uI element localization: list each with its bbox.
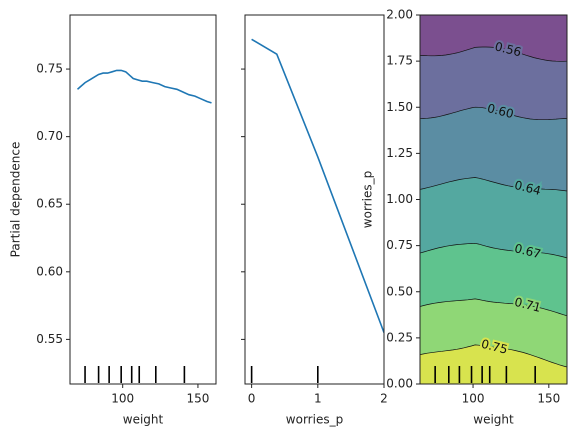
weight-pd-axes-frame xyxy=(70,15,216,384)
worries-pd-x-axis-label: worries_p xyxy=(286,413,343,427)
weight-pd-x-tick-label: 150 xyxy=(186,392,209,406)
weight-pd-y-tick-label: 0.60 xyxy=(36,264,63,278)
weight-pd-y-tick-label: 0.70 xyxy=(36,129,63,143)
worries-pd-x-tick-label: 0 xyxy=(248,392,256,406)
weight-pd-y-tick-label: 0.75 xyxy=(36,62,63,76)
contour-y-tick-label: 0.00 xyxy=(386,377,413,391)
weight-pd-x-tick-label: 100 xyxy=(111,392,134,406)
contour-y-axis-label: worries_p xyxy=(361,171,375,228)
contour-fill-group xyxy=(420,15,567,384)
contour-y-tick-label: 0.75 xyxy=(386,238,413,252)
worries-pd-x-tick-label: 2 xyxy=(380,392,388,406)
contour-y-tick-label: 1.75 xyxy=(386,54,413,68)
worries-pd-x-tick-label: 1 xyxy=(314,392,322,406)
contour-x-tick-label: 100 xyxy=(462,392,485,406)
weight-pd-y-axis-label: Partial dependence xyxy=(9,142,23,258)
weight-pd-x-axis-label: weight xyxy=(123,413,164,427)
contour-y-tick-label: 1.00 xyxy=(386,192,413,206)
contour-y-tick-label: 0.50 xyxy=(386,284,413,298)
contour-y-tick-label: 1.25 xyxy=(386,146,413,160)
contour-x-tick-label: 150 xyxy=(537,392,560,406)
contour-y-tick-label: 2.00 xyxy=(386,8,413,22)
weight-pd-y-tick-label: 0.55 xyxy=(36,332,63,346)
weight-pd-series-line xyxy=(78,70,212,103)
contour-y-tick-label: 0.25 xyxy=(386,330,413,344)
contour-y-tick-label: 1.50 xyxy=(386,100,413,114)
contour-x-axis-label: weight xyxy=(473,413,514,427)
weight-pd-y-tick-label: 0.65 xyxy=(36,197,63,211)
weight-pd-panel: 100 150 0.55 0.60 0.65 0.70 0.75 weight Partial … xyxy=(9,15,217,427)
